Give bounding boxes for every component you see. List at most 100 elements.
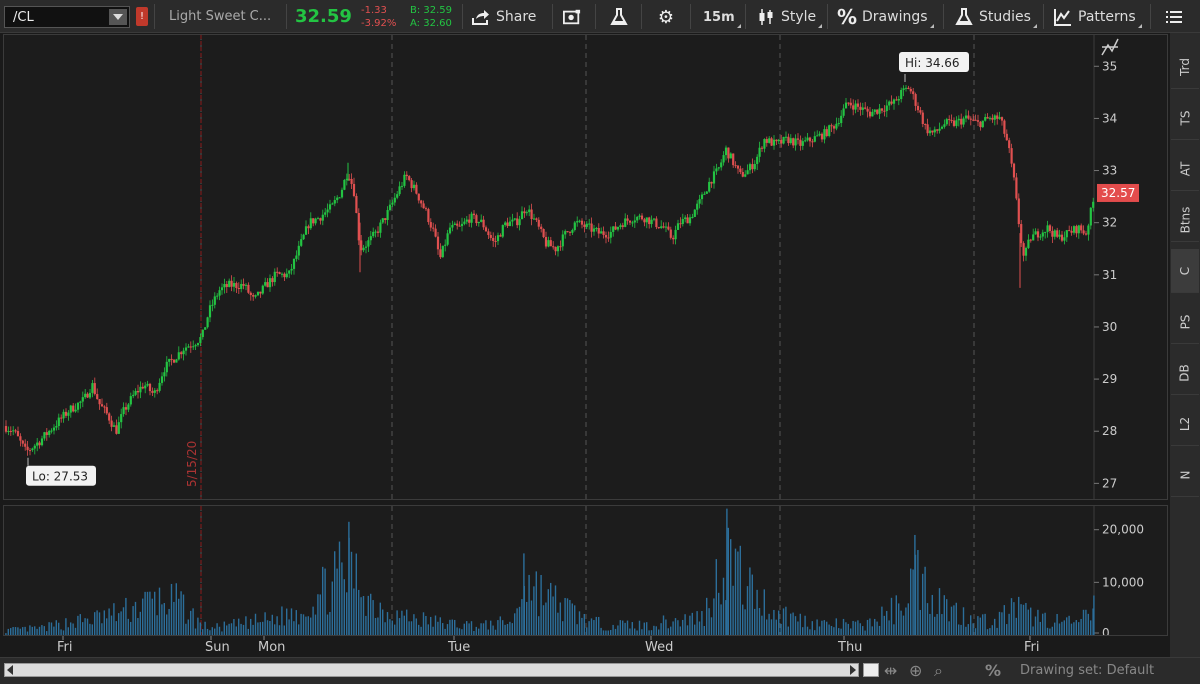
scroll-thumb[interactable]	[863, 663, 879, 677]
side-tab-c[interactable]: C	[1171, 249, 1199, 293]
volume-panel[interactable]: 0 10,000 20,000	[3, 505, 1168, 640]
candle	[537, 217, 540, 230]
volume-bar	[166, 614, 168, 635]
candle	[1063, 231, 1066, 245]
candle	[813, 131, 816, 143]
volume-bar	[586, 627, 588, 635]
volume-bar	[792, 612, 794, 635]
candle-body	[837, 123, 840, 125]
scroll-left-arrow-icon[interactable]	[7, 665, 13, 675]
candle-body	[669, 229, 672, 238]
volume-bar	[425, 615, 427, 635]
horizontal-scrollbar[interactable]	[4, 663, 859, 677]
volume-bar	[94, 612, 96, 635]
volume-bar	[458, 628, 461, 635]
zoom-icon[interactable]: ⌕	[934, 661, 943, 680]
candle-body	[237, 287, 240, 289]
price-chart[interactable]: 5/15/20 27 28 29 30 31 32 33 34 35 Hi: 34.66 Lo: 27…	[4, 35, 1167, 499]
side-tab-ts[interactable]: TS	[1171, 96, 1199, 140]
candle	[24, 439, 27, 451]
crosshair-icon[interactable]: ⊕	[909, 661, 923, 680]
pan-icon[interactable]: ⇹	[884, 661, 898, 680]
candle-body	[360, 240, 363, 251]
candle	[194, 343, 197, 351]
volume-bar	[502, 620, 504, 635]
candle	[832, 124, 836, 134]
patterns-button[interactable]: Patterns	[1054, 5, 1142, 29]
volume-bar	[523, 553, 525, 635]
side-tab-btns[interactable]: Btns	[1171, 198, 1199, 242]
drawing-percent-icon[interactable]: %	[985, 661, 1002, 680]
candle	[100, 398, 104, 407]
volume-bar	[1075, 620, 1077, 635]
studies-button[interactable]: Studies	[955, 5, 1037, 29]
candle-body	[972, 119, 975, 121]
candle-body	[981, 120, 984, 128]
candle	[636, 215, 639, 224]
candle-body	[880, 108, 884, 111]
volume-bar	[439, 617, 441, 635]
symbol-dropdown-button[interactable]	[109, 9, 127, 25]
side-tab-n[interactable]: N	[1171, 453, 1199, 497]
settings-button[interactable]: ⚙	[657, 5, 675, 29]
volume-bar	[60, 629, 62, 635]
side-tab-at[interactable]: AT	[1171, 147, 1199, 191]
side-tab-l2[interactable]: L2	[1171, 402, 1199, 446]
snapshot-button[interactable]	[563, 5, 581, 29]
candle-body	[398, 186, 401, 195]
candle-body	[626, 218, 629, 221]
candle	[573, 220, 576, 232]
scroll-right-arrow-icon[interactable]	[850, 665, 856, 675]
volume-bar	[322, 566, 324, 635]
time-tick-label: Fri	[57, 640, 73, 655]
candle	[672, 235, 675, 245]
candle	[352, 177, 356, 198]
candle-body	[700, 194, 704, 200]
candle	[780, 134, 783, 148]
candle	[876, 109, 879, 115]
candle-body	[528, 209, 531, 213]
symbol-input[interactable]: /CL	[4, 6, 130, 28]
volume-bar	[326, 614, 329, 635]
volume-bar	[406, 609, 408, 635]
candle	[244, 283, 248, 291]
candle	[842, 104, 845, 118]
flask-button[interactable]	[610, 5, 628, 29]
menu-button[interactable]	[1165, 5, 1183, 29]
link-badge-icon[interactable]: !	[136, 7, 148, 26]
volume-bar	[538, 616, 540, 635]
candle-body	[597, 228, 600, 234]
price-panel[interactable]: 5/15/20 27 28 29 30 31 32 33 34 35 Hi: 34.66 Lo: 27…	[3, 34, 1168, 500]
candle-body	[124, 407, 128, 410]
candle-body	[796, 138, 800, 140]
candle	[494, 235, 497, 248]
volume-chart[interactable]: 0 10,000 20,000	[4, 506, 1167, 640]
volume-bar	[766, 619, 768, 635]
candle-body	[609, 231, 612, 238]
candle-body	[444, 244, 447, 246]
candle-body	[657, 227, 660, 229]
volume-bar	[883, 615, 885, 635]
side-tab-trd[interactable]: Trd	[1171, 45, 1199, 89]
style-button[interactable]: Style	[757, 5, 823, 29]
candle	[189, 341, 192, 353]
share-button[interactable]: Share	[472, 5, 536, 29]
candle-body	[1015, 177, 1018, 199]
price-scale-icon	[1101, 38, 1119, 56]
style-label: Style	[781, 9, 817, 25]
timeframe-button[interactable]: 15m	[703, 5, 741, 29]
drawings-button[interactable]: % Drawings	[837, 5, 934, 29]
candle	[616, 226, 620, 232]
side-tab-ps[interactable]: PS	[1171, 300, 1199, 344]
candle	[156, 388, 159, 395]
candle-body	[873, 109, 876, 112]
drawing-set-label[interactable]: Drawing set: Default	[1020, 663, 1155, 678]
candle-body	[607, 237, 610, 239]
volume-bar	[602, 630, 605, 635]
candle	[429, 218, 432, 232]
volume-bar	[391, 620, 393, 635]
candle	[280, 272, 284, 278]
side-tab-db[interactable]: DB	[1171, 351, 1199, 395]
volume-bar	[223, 621, 225, 635]
candle	[328, 199, 332, 214]
